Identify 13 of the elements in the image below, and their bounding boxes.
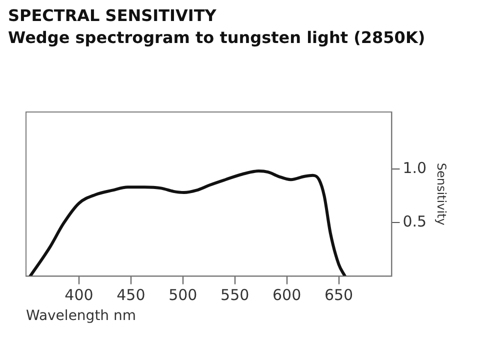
x-tick-label: 550	[220, 286, 250, 304]
chart-subtitle: Wedge spectrogram to tungsten light (2850K)	[8, 28, 426, 47]
line-series	[28, 170, 346, 276]
x-tick-label: 600	[272, 286, 302, 304]
x-axis-title: Wavelength nm	[26, 308, 136, 324]
x-tick-label: 500	[168, 286, 198, 304]
y-axis-title: Sensitivity	[434, 162, 449, 226]
chart-title: SPECTRAL SENSITIVITY	[8, 6, 216, 25]
x-tick-label: 400	[64, 286, 94, 304]
y-tick-label: 1.0	[402, 158, 427, 177]
x-tick-label: 650	[324, 286, 354, 304]
y-tick-label: 0.5	[402, 212, 427, 230]
x-tick-label: 450	[116, 286, 146, 304]
